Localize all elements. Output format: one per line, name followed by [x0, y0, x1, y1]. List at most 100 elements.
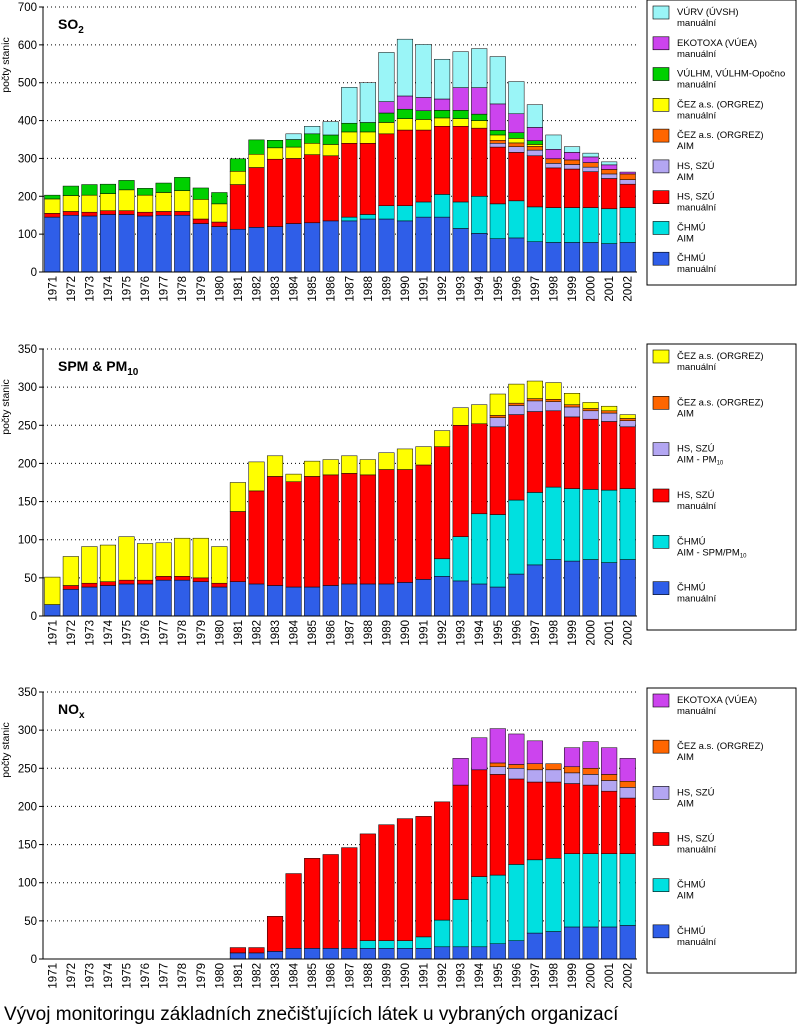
x-tick-label: 1992 — [437, 620, 449, 646]
bar-segment — [582, 156, 599, 163]
x-tick-label: 1999 — [567, 963, 579, 989]
bar-segment — [62, 556, 79, 586]
bar-segment — [601, 410, 618, 414]
bar-segment — [508, 778, 525, 865]
legend-label: HS, SZÚ — [677, 787, 715, 798]
bar-segment — [248, 490, 265, 585]
bar-segment — [359, 131, 376, 144]
bar-segment — [563, 747, 581, 768]
bar-segment — [396, 129, 414, 206]
bar-segment — [304, 460, 321, 477]
bar-segment — [601, 164, 618, 170]
y-tick-label: 500 — [18, 78, 37, 90]
bar-segment — [248, 227, 265, 273]
bar-segment — [619, 426, 636, 489]
x-tick-label: 1982 — [251, 620, 263, 646]
x-tick-label: 1977 — [159, 963, 171, 989]
x-tick-label: 1996 — [511, 963, 523, 989]
legend-label: HS, SZÚ — [677, 192, 715, 203]
legend-sublabel: manuální — [677, 937, 716, 948]
bar-segment — [563, 393, 581, 405]
bar-segment — [44, 213, 61, 218]
legend-label: ČEZ a.s. (ORGREZ) — [677, 351, 764, 362]
x-tick-label: 1985 — [307, 963, 319, 989]
x-tick-label: 1977 — [159, 276, 171, 302]
x-tick-label: 1990 — [400, 963, 412, 989]
bar-segment — [155, 211, 172, 216]
bar-segment — [378, 122, 395, 135]
x-tick-label: 1990 — [400, 276, 412, 302]
bar-segment — [378, 218, 395, 273]
bar-segment — [137, 188, 154, 196]
legend-label: ČEZ a.s. (ORGREZ) — [677, 397, 764, 408]
bar-segment — [174, 214, 191, 273]
x-tick-label: 2000 — [586, 963, 598, 989]
bar-segment — [582, 926, 599, 960]
bar-segment — [563, 164, 581, 170]
bar-segment — [508, 200, 525, 239]
legend-box — [646, 0, 797, 286]
bar-segment — [582, 768, 599, 775]
x-tick-label: 1981 — [233, 620, 245, 646]
x-tick-label: 1972 — [66, 620, 78, 646]
bar-segment — [601, 489, 618, 563]
bar-segment — [489, 56, 506, 105]
bar-segment — [582, 418, 599, 490]
x-tick-label: 1994 — [474, 275, 486, 301]
bar-segment — [452, 201, 469, 229]
bar-segment — [415, 119, 432, 131]
bar-segment — [304, 586, 321, 617]
y-tick-label: 400 — [18, 116, 37, 128]
bar-segment — [563, 416, 581, 489]
bar-segment — [304, 126, 321, 135]
x-tick-label: 1993 — [456, 276, 468, 302]
bar-segment — [62, 211, 79, 216]
bar-segment — [563, 926, 581, 960]
bar-segment — [526, 241, 543, 273]
legend-label: ČEZ a.s. (ORGREZ) — [677, 99, 764, 110]
bar-segment — [434, 98, 451, 111]
bar-segment — [582, 171, 599, 208]
chart-title: NOx — [58, 701, 85, 721]
bar-segment — [471, 120, 488, 129]
y-tick-label: 50 — [24, 916, 37, 928]
x-tick-label: 1979 — [196, 963, 208, 989]
bar-segment — [489, 415, 506, 418]
bar-segment — [396, 205, 414, 222]
bar-segment — [526, 492, 543, 566]
bar-segment — [471, 513, 488, 585]
bar-segment — [489, 393, 506, 416]
bar-segment — [563, 766, 581, 774]
bar-segment — [285, 473, 302, 482]
bar-segment — [192, 581, 209, 617]
bar-segment — [471, 404, 488, 425]
bar-segment — [378, 583, 395, 617]
x-tick-label: 2001 — [604, 620, 616, 646]
bar-segment — [192, 577, 209, 582]
bar-segment — [322, 144, 339, 157]
bar-segment — [118, 214, 135, 273]
bar-segment — [508, 768, 525, 780]
bar-segment — [434, 946, 451, 960]
bar-segment — [563, 159, 581, 165]
bar-segment — [266, 585, 284, 617]
bar-segment — [545, 399, 562, 402]
y-tick-label: 0 — [31, 954, 37, 966]
legend-sublabel: manuální — [677, 594, 716, 605]
bar-segment — [396, 448, 414, 470]
x-tick-label: 1984 — [289, 275, 301, 301]
bar-segment — [526, 155, 543, 208]
x-tick-label: 1986 — [326, 276, 338, 302]
bar-segment — [137, 215, 154, 273]
bar-segment — [545, 401, 562, 412]
bar-segment — [322, 459, 339, 476]
bar-segment — [99, 214, 117, 273]
bar-segment — [81, 211, 98, 217]
bar-segment — [192, 199, 209, 220]
bar-segment — [229, 228, 246, 273]
bar-segment — [619, 559, 636, 617]
bar-segment — [378, 133, 395, 207]
bar-segment — [322, 854, 339, 949]
bar-segment — [44, 194, 61, 200]
bar-segment — [526, 763, 543, 771]
